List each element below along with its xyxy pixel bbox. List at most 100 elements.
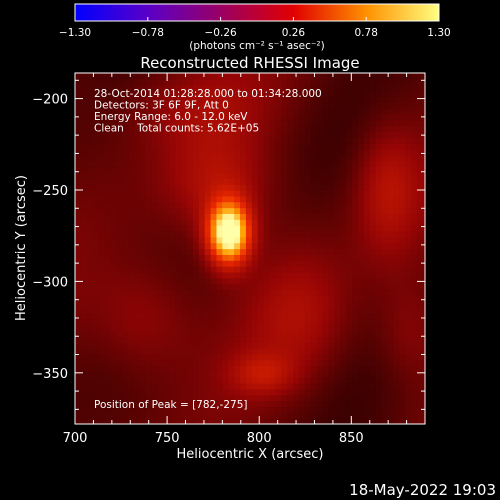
- heatmap-cell: [145, 242, 153, 250]
- heatmap-cell: [169, 318, 176, 326]
- heatmap-cell: [257, 412, 265, 419]
- heatmap-cell: [80, 388, 88, 396]
- heatmap-cell: [393, 207, 400, 214]
- heatmap-cell: [375, 254, 383, 261]
- heatmap-cell: [204, 90, 212, 97]
- heatmap-cell: [316, 143, 324, 150]
- heatmap-cell: [263, 312, 271, 320]
- heatmap-cell: [387, 102, 394, 109]
- heatmap-cell: [369, 312, 377, 320]
- heatmap-cell: [86, 342, 94, 349]
- heatmap-cell: [133, 108, 141, 115]
- heatmap-cell: [257, 225, 265, 232]
- heatmap-cell: [222, 406, 229, 413]
- heatmap-cell: [175, 412, 182, 419]
- heatmap-cell: [128, 178, 135, 185]
- heatmap-cell: [263, 149, 271, 156]
- heatmap-cell: [110, 371, 117, 378]
- heatmap-cell: [75, 324, 82, 331]
- heatmap-cell: [411, 330, 418, 337]
- heatmap-cell: [169, 347, 176, 355]
- heatmap-cell: [363, 277, 371, 285]
- heatmap-cell: [210, 271, 218, 279]
- heatmap-cell: [222, 73, 229, 80]
- heatmap-cell: [210, 301, 218, 308]
- heatmap-cell: [387, 418, 394, 424]
- heatmap-cell: [110, 365, 117, 372]
- heatmap-cell: [387, 84, 394, 92]
- heatmap-cell: [228, 190, 235, 197]
- heatmap-cell: [240, 90, 247, 97]
- heatmap-cell: [240, 131, 247, 138]
- heatmap-cell: [128, 102, 135, 109]
- heatmap-cell: [352, 73, 359, 80]
- heatmap-cell: [357, 347, 365, 355]
- heatmap-cell: [281, 213, 288, 220]
- heatmap-cell: [375, 149, 383, 156]
- heatmap-cell: [157, 137, 165, 144]
- heatmap-cell: [169, 266, 176, 273]
- heatmap-cell: [352, 96, 359, 103]
- heatmap-cell: [375, 266, 383, 273]
- heatmap-cell: [192, 312, 200, 320]
- heatmap-cell: [281, 236, 288, 244]
- heatmap-cell: [145, 312, 153, 320]
- heatmap-cell: [299, 172, 306, 179]
- heatmap-cell: [304, 388, 312, 396]
- heatmap-cell: [98, 324, 106, 331]
- heatmap-cell: [422, 149, 425, 156]
- heatmap-cell: [416, 172, 424, 179]
- heatmap-cell: [145, 143, 153, 150]
- heatmap-cell: [334, 271, 341, 279]
- heatmap-cell: [145, 90, 153, 97]
- heatmap-cell: [169, 406, 176, 413]
- heatmap-cell: [346, 230, 353, 238]
- heatmap-cell: [299, 271, 306, 279]
- heatmap-cell: [411, 166, 418, 174]
- heatmap-cell: [263, 225, 271, 232]
- heatmap-cell: [98, 207, 106, 214]
- heatmap-cell: [204, 131, 212, 138]
- heatmap-cell: [346, 90, 353, 97]
- heatmap-cell: [157, 271, 165, 279]
- heatmap-cell: [381, 271, 389, 279]
- heatmap-cell: [151, 242, 159, 250]
- heatmap-cell: [275, 283, 282, 291]
- heatmap-cell: [216, 213, 223, 220]
- heatmap-cell: [240, 219, 247, 226]
- heatmap-cell: [187, 394, 194, 402]
- heatmap-cell: [346, 377, 353, 384]
- heatmap-cell: [357, 271, 365, 279]
- heatmap-cell: [198, 137, 206, 144]
- heatmap-cell: [151, 400, 159, 408]
- heatmap-cell: [192, 131, 200, 138]
- heatmap-cell: [310, 125, 318, 133]
- heatmap-cell: [245, 225, 253, 232]
- heatmap-cell: [163, 102, 170, 109]
- heatmap-cell: [328, 84, 335, 92]
- heatmap-cell: [240, 260, 247, 267]
- heatmap-cell: [293, 236, 300, 244]
- heatmap-cell: [151, 301, 159, 308]
- heatmap-cell: [299, 184, 306, 191]
- heatmap-cell: [310, 190, 318, 197]
- heatmap-cell: [322, 113, 330, 121]
- heatmap-cell: [145, 207, 153, 214]
- heatmap-cell: [216, 289, 223, 296]
- heatmap-cell: [240, 312, 247, 320]
- heatmap-cell: [216, 84, 223, 92]
- heatmap-cell: [399, 154, 406, 162]
- heatmap-cell: [257, 143, 265, 150]
- heatmap-cell: [399, 172, 406, 179]
- heatmap-cell: [139, 90, 147, 97]
- heatmap-cell: [210, 383, 218, 390]
- heatmap-cell: [411, 400, 418, 408]
- heatmap-cell: [316, 266, 324, 273]
- heatmap-cell: [181, 143, 188, 150]
- heatmap-cell: [257, 260, 265, 267]
- heatmap-cell: [116, 277, 123, 285]
- heatmap-cell: [157, 371, 165, 378]
- heatmap-cell: [210, 137, 218, 144]
- heatmap-cell: [316, 219, 324, 226]
- heatmap-cell: [122, 143, 129, 150]
